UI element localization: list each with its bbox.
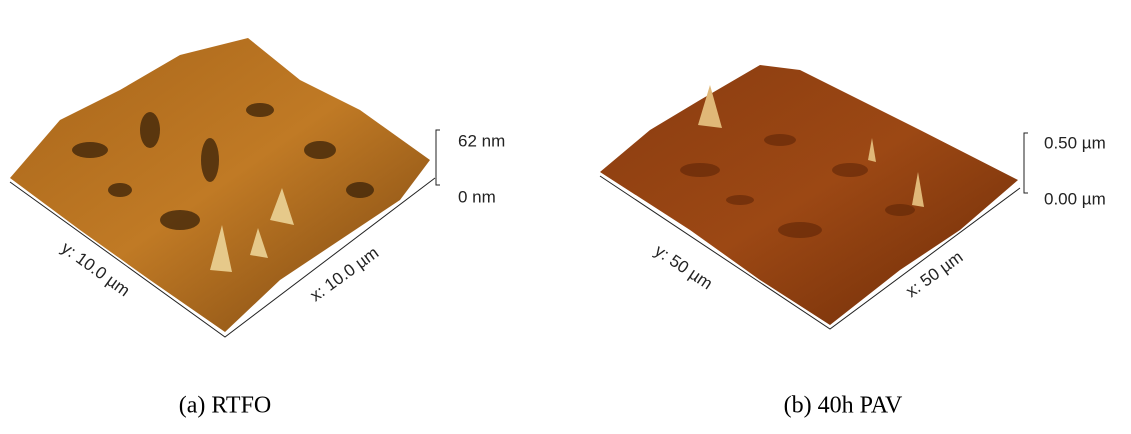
scale-label: 0.00 µm <box>1044 189 1106 208</box>
scale-label: 0 nm <box>458 187 496 206</box>
caption: (a) RTFO <box>179 393 272 419</box>
figure: 62 nm 0 nm y: 10.0 µm x: 10.0 µm (a) RTF… <box>0 0 1131 434</box>
axis-label: y: 50 µm <box>651 241 716 293</box>
surface <box>600 65 1018 325</box>
scale-bracket <box>436 130 440 185</box>
scale-label: 0.50 µm <box>1044 133 1106 152</box>
caption: (b) 40h PAV <box>784 393 903 419</box>
panel-a: 62 nm 0 nm y: 10.0 µm x: 10.0 µm (a) RTF… <box>10 38 505 419</box>
scale-bracket <box>1024 133 1028 193</box>
panel-b: 0.50 µm 0.00 µm y: 50 µm x: 50 µm (b) 40… <box>600 65 1106 419</box>
scale-label: 62 nm <box>458 131 505 150</box>
